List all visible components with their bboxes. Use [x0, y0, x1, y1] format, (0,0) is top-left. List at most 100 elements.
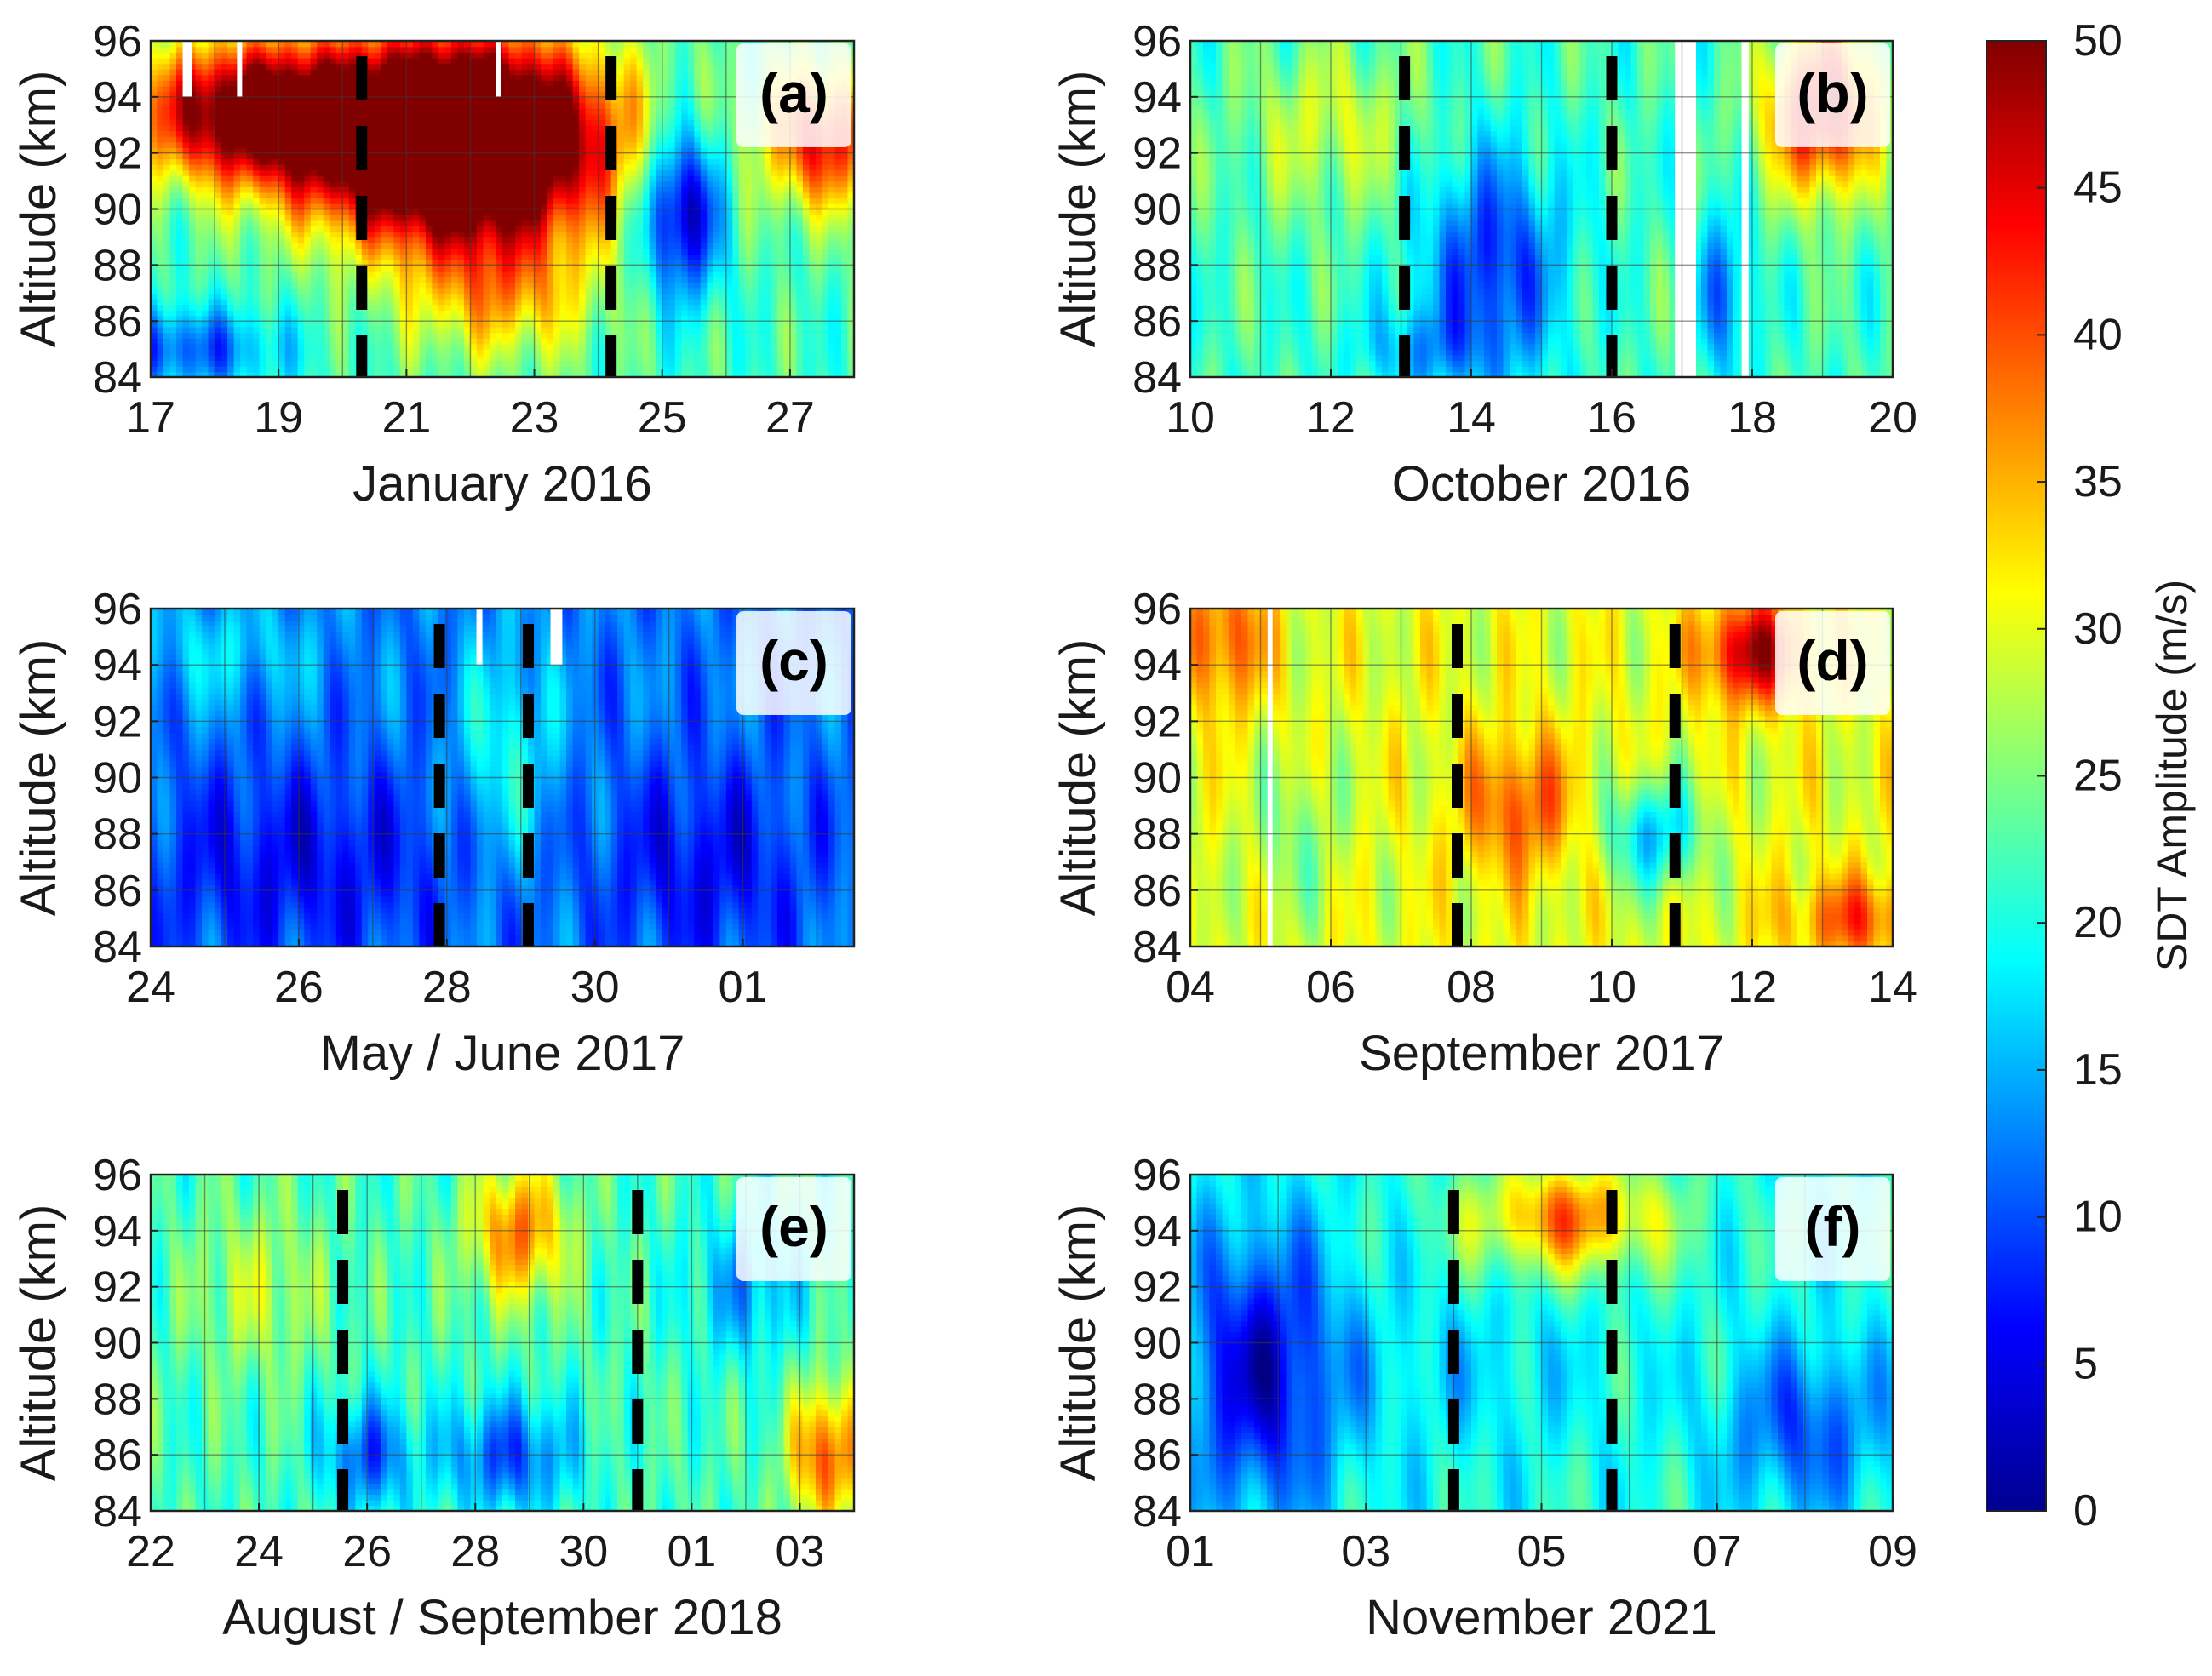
heat-cell [176, 215, 184, 221]
heat-cell [566, 237, 574, 243]
heat-cell [189, 135, 197, 143]
heat-cell [674, 169, 683, 176]
heat-cell [387, 315, 395, 322]
heat-cell [253, 186, 261, 193]
heat-cell [579, 337, 587, 345]
heat-cell [291, 287, 299, 295]
heat-cell [163, 365, 171, 373]
heat-cell [483, 343, 490, 350]
heat-cell [515, 354, 523, 362]
heat-cell [521, 326, 529, 334]
heat-cell [169, 231, 177, 238]
heat-cell [227, 141, 235, 148]
heat-cell [623, 293, 631, 300]
heat-cell [643, 321, 650, 328]
heat-cell [541, 326, 548, 334]
heat-cell [572, 85, 580, 93]
heat-cell [528, 135, 536, 143]
heat-cell [259, 282, 266, 289]
heat-cell [566, 68, 574, 76]
heat-cell [310, 41, 318, 48]
heat-cell [291, 41, 299, 48]
heat-cell [444, 304, 452, 311]
heat-cell [585, 158, 593, 165]
heat-cell [674, 96, 683, 104]
heat-cell [528, 337, 536, 345]
heat-cell [617, 337, 625, 345]
heat-cell [348, 360, 357, 367]
heat-cell [233, 124, 241, 132]
heat-cell [310, 141, 318, 148]
heat-cell [342, 186, 350, 193]
heat-cell [656, 326, 663, 334]
heat-cell [355, 243, 363, 249]
heat-cell [259, 315, 266, 322]
heat-cell [605, 169, 612, 176]
heat-cell [521, 254, 529, 260]
heat-cell [470, 152, 478, 160]
heat-cell [368, 226, 375, 232]
heat-cell [335, 46, 344, 53]
heat-cell [662, 163, 670, 171]
heat-cell [208, 113, 215, 120]
heat-cell [406, 298, 414, 306]
heat-cell [547, 102, 554, 109]
heat-cell [368, 282, 375, 289]
heat-cell [662, 326, 670, 334]
heat-cell [189, 287, 197, 295]
heat-cell [572, 135, 580, 143]
heat-cell [572, 215, 580, 221]
heat-cell [278, 226, 286, 232]
heat-cell [579, 282, 587, 289]
heat-cell [157, 113, 164, 120]
heat-cell [483, 276, 490, 283]
heat-cell [496, 332, 503, 339]
heat-cell [559, 270, 567, 277]
heat-cell [330, 130, 337, 137]
heat-cell [438, 130, 446, 137]
heat-cell [291, 282, 299, 289]
heat-cell [483, 163, 490, 171]
heat-cell [489, 209, 497, 215]
heat-cell [502, 215, 510, 221]
heat-cell [547, 293, 554, 300]
heat-cell [342, 209, 350, 215]
heat-cell [534, 254, 542, 260]
heat-cell [406, 52, 414, 59]
heat-cell [559, 52, 567, 59]
heat-cell [393, 349, 401, 356]
heat-cell [176, 113, 184, 120]
heat-cell [541, 259, 548, 266]
heat-cell [636, 259, 644, 266]
heat-cell [515, 147, 523, 154]
heat-cell [489, 119, 497, 126]
heat-cell [450, 220, 459, 227]
heat-cell [463, 326, 472, 334]
heat-cell [668, 243, 676, 249]
heat-cell [662, 80, 670, 87]
heat-cell [636, 147, 644, 154]
heat-cell [169, 63, 177, 70]
heat-cell [444, 226, 452, 232]
heat-cell [572, 91, 580, 98]
heat-cell [233, 158, 241, 165]
heat-cell [240, 124, 248, 132]
heat-cell [592, 52, 599, 59]
heat-cell [438, 265, 446, 272]
heat-cell [617, 365, 625, 373]
heat-cell [432, 192, 439, 199]
heat-cell [508, 337, 516, 345]
heat-cell [272, 91, 279, 98]
heat-cell [521, 180, 529, 187]
heat-cell [541, 152, 548, 160]
heat-cell [169, 169, 177, 176]
heat-cell [412, 102, 421, 109]
heat-cell [438, 175, 446, 182]
heat-cell [450, 102, 459, 109]
heat-cell [483, 360, 490, 367]
heat-cell [662, 91, 670, 98]
heat-cell [457, 276, 465, 283]
heat-cell [368, 298, 375, 306]
heat-cell [547, 209, 554, 215]
heat-cell [649, 113, 657, 120]
